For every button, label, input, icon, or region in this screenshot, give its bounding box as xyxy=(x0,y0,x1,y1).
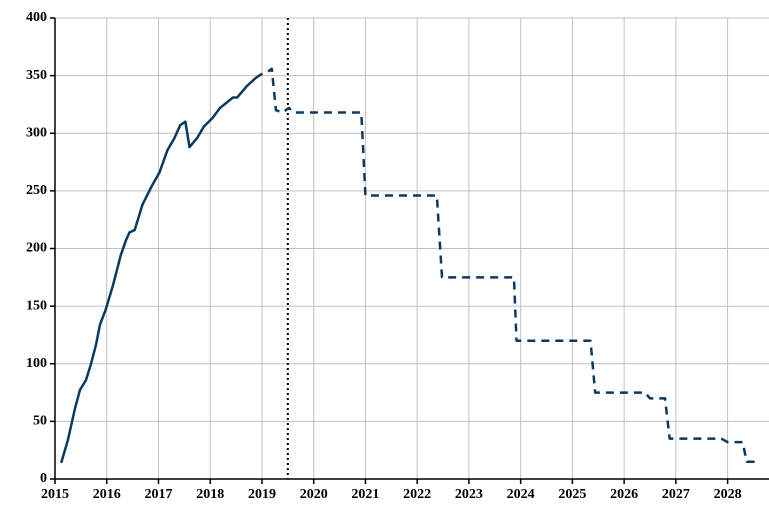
y-tick-label: 250 xyxy=(26,183,47,198)
x-tick-label: 2019 xyxy=(248,487,276,502)
series-line xyxy=(255,67,760,463)
y-tick-label: 0 xyxy=(40,471,47,486)
x-tick-label: 2015 xyxy=(41,487,69,502)
x-tick-label: 2020 xyxy=(300,487,328,502)
x-tick-label: 2016 xyxy=(93,487,121,502)
series-line xyxy=(60,77,257,464)
x-tick-label: 2028 xyxy=(714,487,742,502)
x-tick-label: 2025 xyxy=(558,487,586,502)
y-tick-label: 50 xyxy=(33,414,47,429)
x-tick-label: 2021 xyxy=(351,487,379,502)
x-tick-label: 2023 xyxy=(455,487,483,502)
y-tick-label: 350 xyxy=(26,68,47,83)
y-tick-label: 400 xyxy=(26,10,47,25)
x-tick-label: 2017 xyxy=(144,487,172,502)
x-tick-label: 2026 xyxy=(610,487,638,502)
y-tick-label: 300 xyxy=(26,125,47,140)
y-tick-label: 150 xyxy=(26,298,47,313)
x-tick-label: 2022 xyxy=(403,487,431,502)
x-tick-label: 2024 xyxy=(507,487,535,502)
y-tick-label: 100 xyxy=(26,356,47,371)
y-tick-label: 200 xyxy=(26,241,47,256)
x-tick-label: 2027 xyxy=(662,487,690,502)
x-tick-label: 2018 xyxy=(196,487,224,502)
